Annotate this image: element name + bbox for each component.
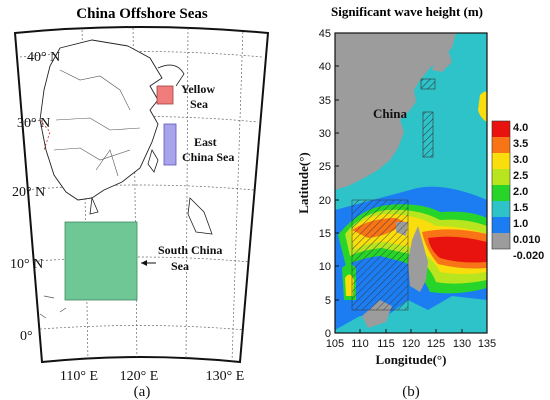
colorbar-swatch-2-0 [492, 185, 510, 201]
colorbar-label-0-010: 0.010 [513, 234, 541, 246]
caption-a: (a) [134, 384, 151, 400]
x-ticks: 105 110 115 120 125 130 135 [326, 329, 496, 350]
panel-b-title: Significant wave height (m) [331, 4, 483, 19]
y-tick-45: 45 [319, 28, 331, 40]
colorbar-label-3-0: 3.0 [513, 154, 528, 166]
colorbar-swatch-2-5 [492, 169, 510, 185]
wave-height-map [335, 33, 487, 333]
lon-label-120: 120° E [120, 369, 159, 384]
x-tick-110: 110 [351, 338, 369, 350]
korea-land [432, 50, 452, 72]
colorbar-swatch-3-0 [492, 153, 510, 169]
x-tick-135: 135 [478, 338, 496, 350]
lat-label-20: 20° N [12, 185, 45, 200]
colorbar-swatch-1-5 [492, 201, 510, 217]
y-tick-25: 25 [319, 161, 331, 173]
x-tick-120: 120 [402, 338, 420, 350]
colorbar-label-3-5: 3.5 [513, 138, 528, 150]
yellow-sea-label-1: Yellow [181, 82, 215, 96]
colorbar-swatch-3-5 [492, 137, 510, 153]
y-tick-0: 0 [325, 328, 331, 340]
y-tick-35: 35 [319, 95, 331, 107]
y-tick-15: 15 [319, 228, 331, 240]
colorbar-label-1-5: 1.5 [513, 202, 528, 214]
x-axis-label: Longitude(°) [376, 352, 447, 367]
lat-label-40: 40° N [27, 50, 60, 65]
lat-label-0: 0° [20, 329, 33, 344]
south-china-sea-box [64, 221, 138, 301]
x-tick-130: 130 [453, 338, 471, 350]
colorbar-label-2-0: 2.0 [513, 186, 528, 198]
colorbar-swatch-0-010 [492, 233, 510, 249]
china-coastline [39, 39, 213, 319]
colorbar-label-1-0: 1.0 [513, 218, 528, 230]
east-china-sea-box [163, 123, 177, 166]
lat-label-30: 30° N [17, 116, 50, 131]
colorbar: 4.0 3.5 3.0 2.5 2.0 1.5 1.0 0.010 -0.020 [491, 120, 544, 262]
philippines-land [408, 226, 428, 292]
colorbar-label-neg-0-020: -0.020 [513, 250, 544, 262]
east-china-sea-label-1: East [194, 135, 217, 149]
east-china-sea-label-2: China Sea [182, 150, 234, 164]
colorbar-label-2-5: 2.5 [513, 170, 528, 182]
colorbar-swatch-1-0 [492, 217, 510, 233]
lat-label-10: 10° N [10, 257, 43, 272]
caption-b: (b) [402, 384, 420, 400]
y-tick-10: 10 [319, 261, 331, 273]
east-china-sea-hatch [422, 111, 434, 158]
china-label: China [373, 106, 407, 121]
south-china-sea-label-2: Sea [171, 259, 189, 273]
lon-label-110: 110° E [60, 369, 98, 384]
colorbar-label-4-0: 4.0 [513, 122, 528, 134]
lon-label-130: 130° E [206, 369, 245, 384]
y-tick-40: 40 [319, 61, 331, 73]
y-tick-30: 30 [319, 128, 331, 140]
y-axis-label: Latitude(°) [296, 152, 311, 214]
x-tick-115: 115 [377, 338, 395, 350]
y-ticks: 0 5 10 15 20 25 30 35 40 45 [319, 28, 339, 340]
yellow-sea-hatch [420, 78, 436, 90]
y-tick-5: 5 [325, 295, 331, 307]
y-tick-20: 20 [319, 195, 331, 207]
x-tick-125: 125 [427, 338, 445, 350]
pointer-arrowhead [141, 260, 147, 266]
panel-a: China Offshore Seas Yellow S [10, 6, 270, 400]
south-china-sea-label-1: South China [158, 243, 222, 257]
yellow-sea-label-2: Sea [190, 97, 208, 111]
x-tick-105: 105 [326, 338, 344, 350]
contour-ne-yellow [478, 91, 487, 122]
panel-b: Significant wave height (m) China [296, 4, 544, 400]
colorbar-swatch-4-0 [492, 121, 510, 137]
panel-a-title: China Offshore Seas [76, 6, 208, 22]
south-china-sea-hatch [351, 199, 409, 311]
yellow-sea-box [156, 85, 174, 105]
contour-4-0 [428, 236, 487, 263]
china-land [335, 33, 456, 190]
